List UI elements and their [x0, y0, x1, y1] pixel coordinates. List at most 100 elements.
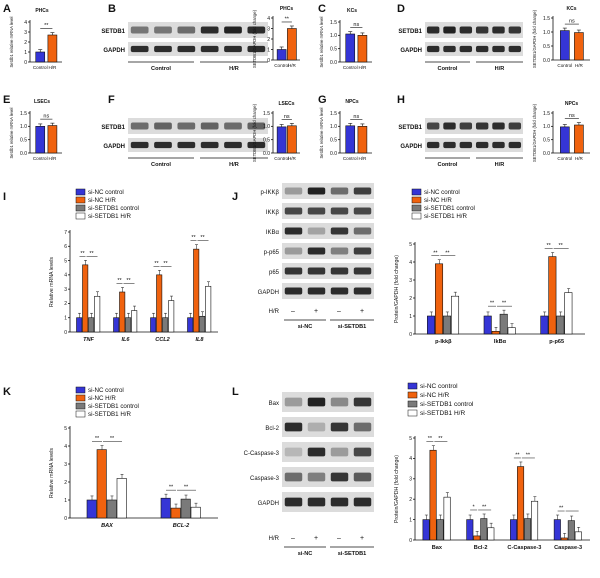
group-label: si-SETDB1 — [338, 324, 367, 330]
y-tick-label: 1.0 — [543, 30, 550, 36]
data-bar — [574, 32, 584, 61]
blot-row-label: C-Caspase-3 — [244, 451, 280, 457]
y-axis-title: SETDB1/GAPDH (fold change) — [532, 9, 537, 68]
y-tick-label: 5 — [64, 426, 67, 432]
blot-row-label: GAPDH — [103, 144, 125, 150]
y-tick-label: 2 — [64, 301, 67, 307]
blot-band — [284, 287, 303, 295]
blot-row-label: Bax — [269, 401, 279, 407]
y-tick-label: 4 — [24, 20, 27, 26]
sig-label: ns — [43, 114, 49, 120]
data-bar — [125, 317, 132, 333]
blot-band — [247, 122, 266, 130]
blot-row-label: SETDB1 — [101, 125, 125, 131]
legend-swatch — [411, 188, 422, 196]
blot-band — [307, 267, 326, 275]
data-bar — [443, 496, 451, 541]
blot-band — [492, 141, 505, 149]
blot-band — [508, 141, 522, 149]
data-bar — [156, 274, 163, 333]
data-bar — [168, 300, 175, 333]
y-tick-label: 4 — [409, 456, 412, 462]
blot-band — [224, 141, 242, 149]
x-tick-label: C-Caspase-3 — [507, 545, 541, 551]
gapdh-blot — [128, 138, 268, 152]
y-tick-label: 1.5 — [330, 20, 337, 26]
sig-label: ** — [526, 452, 531, 458]
data-bar — [429, 449, 437, 541]
sig-label: ns — [353, 114, 359, 120]
blot-strip — [282, 203, 374, 219]
blot-row-label: IKBα — [266, 230, 280, 236]
blot-band — [353, 497, 372, 507]
sig-label: ** — [285, 16, 290, 22]
data-bar — [553, 519, 561, 541]
y-tick-label: 0 — [267, 58, 270, 64]
x-tick-label: Control — [33, 156, 48, 161]
data-bar — [94, 295, 101, 333]
data-bar — [345, 33, 356, 63]
chart-title: LSECs — [278, 101, 294, 107]
blot-band — [443, 45, 456, 53]
y-tick-label: 0 — [409, 538, 412, 544]
blot-band — [284, 207, 303, 215]
blot-band — [307, 247, 326, 255]
blot-row-label: SETDB1 — [398, 29, 422, 35]
y-tick-label: 0.5 — [20, 137, 27, 143]
blot-band — [284, 422, 303, 432]
panel-letter: J — [232, 191, 238, 203]
panel-letter: K — [3, 386, 11, 398]
legend-label: si-SETDB1 H/R — [424, 213, 468, 220]
sig-label: ns — [569, 113, 575, 119]
group-label: si-SETDB1 — [338, 551, 367, 557]
x-tick-label: H/R — [48, 65, 57, 70]
x-tick-label: CCL2 — [155, 337, 170, 343]
group-label: si-NC — [298, 551, 313, 557]
blot-band — [353, 207, 372, 215]
blot-band — [353, 287, 372, 295]
y-tick-label: 3 — [267, 26, 270, 32]
blot-band — [508, 26, 522, 34]
y-axis-title: SETDB1/GAPDH (fold change) — [532, 103, 537, 162]
data-bar — [357, 126, 368, 154]
blot-band — [154, 26, 172, 34]
blot-band — [284, 247, 303, 255]
blot-band — [224, 45, 242, 53]
blot-band — [459, 122, 473, 130]
panel-letter: H — [397, 94, 405, 106]
blot-band — [284, 397, 303, 407]
y-axis-title: Relative mRNA levels — [49, 448, 55, 498]
blot-row-label: SETDB1 — [398, 125, 422, 131]
sig-label: * — [473, 504, 476, 510]
legend-swatch — [75, 394, 86, 402]
data-bar — [357, 35, 368, 63]
panel-letter: I — [3, 191, 6, 203]
gapdh-blot — [425, 138, 523, 152]
blot-band — [200, 45, 219, 53]
y-tick-label: 4 — [64, 273, 67, 279]
legend-swatch — [411, 204, 422, 212]
blot-band — [459, 141, 473, 149]
blot-band — [508, 122, 522, 130]
data-bar — [473, 535, 481, 541]
y-axis-title: Setdb1 relative mRNA level — [319, 107, 324, 158]
blot-row-label: Bcl-2 — [265, 426, 279, 432]
data-bar — [574, 124, 584, 154]
blot-band — [284, 447, 303, 457]
y-tick-label: 1.5 — [543, 111, 550, 117]
blot-band — [247, 141, 266, 149]
y-axis-title: Relative mRNA levels — [49, 257, 55, 307]
y-tick-label: 3 — [64, 287, 67, 293]
legend-swatch — [75, 410, 86, 418]
legend-swatch — [407, 391, 418, 399]
blot-band — [177, 122, 196, 130]
data-bar — [483, 315, 492, 335]
setdb1-blot — [128, 118, 268, 134]
data-bar — [35, 126, 46, 154]
sig-label: ** — [126, 278, 131, 284]
blot-strip — [282, 442, 374, 462]
blot-band — [508, 45, 522, 53]
sig-label: ** — [110, 436, 115, 442]
data-bar — [287, 28, 297, 61]
blot-row-label: GAPDH — [400, 144, 422, 150]
